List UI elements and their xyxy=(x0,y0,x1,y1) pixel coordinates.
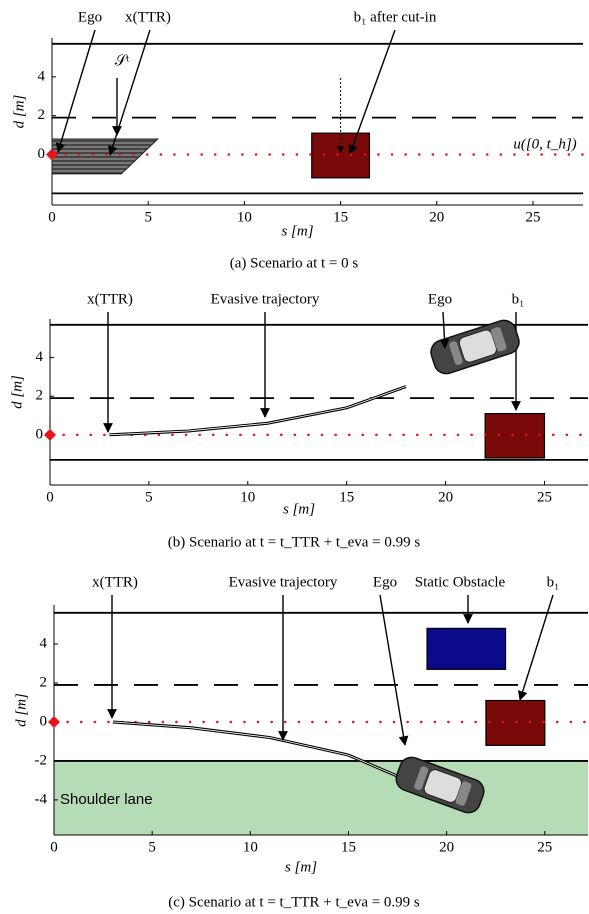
annotation: x(TTR) xyxy=(87,291,133,307)
x-tick-label: 20 xyxy=(439,839,454,855)
reachable-set xyxy=(51,138,160,175)
caption: (a) Scenario at t = 0 s xyxy=(230,255,359,271)
reference-start xyxy=(48,715,60,728)
ego-car xyxy=(395,756,485,814)
x-axis-label: s [m] xyxy=(281,223,313,239)
annotation: b₁ xyxy=(512,291,525,307)
x-tick-label: 25 xyxy=(525,209,540,225)
annotation-arrow xyxy=(55,29,96,153)
x-axis-label: s [m] xyxy=(285,859,317,875)
x-tick-label: 25 xyxy=(537,489,552,505)
car-roof xyxy=(423,769,463,803)
y-axis-label: d [m] xyxy=(11,94,27,128)
y-tick-label: 4 xyxy=(38,68,46,84)
y-tick-label: 0 xyxy=(38,146,46,162)
trajectory xyxy=(109,385,407,437)
y-tick-label: 0 xyxy=(40,713,48,729)
ego-car xyxy=(430,319,520,375)
annotation-arrow xyxy=(348,29,396,155)
y-tick-label: 2 xyxy=(38,107,46,123)
x-axis-label: s [m] xyxy=(283,501,315,517)
caption: (b) Scenario at t = t_TTR + t_eva = 0.99… xyxy=(168,534,421,550)
x-tick-label: 0 xyxy=(50,839,58,855)
x-tick-label: 0 xyxy=(48,209,56,225)
shoulder-lane xyxy=(54,760,588,835)
annotation: Shoulder lane xyxy=(60,791,153,808)
obstacle xyxy=(311,132,371,179)
x-tick-label: 20 xyxy=(438,489,453,505)
obstacle xyxy=(485,699,546,746)
trajectory-inner xyxy=(112,721,408,781)
annotation-arrow xyxy=(108,29,151,156)
y-tick-label: 2 xyxy=(40,674,48,690)
annotation: b₁ after cut-in xyxy=(354,9,437,25)
annotation: Ego xyxy=(78,9,102,25)
x-tick-label: 10 xyxy=(243,839,258,855)
annotation: x(TTR) xyxy=(92,574,138,590)
x-tick-label: 15 xyxy=(341,839,356,855)
annotation: x(TTR) xyxy=(125,9,171,25)
x-tick-label: 5 xyxy=(144,209,152,225)
annotation: Ego xyxy=(428,291,452,307)
y-axis-label: d [m] xyxy=(9,375,25,409)
annotation-arrow xyxy=(517,594,554,701)
annotation: Evasive trajectory xyxy=(211,291,320,307)
car-roof xyxy=(458,329,497,363)
car-window xyxy=(414,766,429,790)
annotation: Static Obstacle xyxy=(415,574,506,590)
x-tick-label: 5 xyxy=(148,839,156,855)
annotation: b₁ xyxy=(547,574,560,590)
x-tick-label: 15 xyxy=(339,489,354,505)
x-tick-label: 10 xyxy=(237,209,252,225)
x-tick-label: 10 xyxy=(240,489,255,505)
x-tick-label: 0 xyxy=(46,489,54,505)
y-tick-label: 4 xyxy=(36,349,44,365)
annotation: Ego xyxy=(373,574,397,590)
y-tick-label: 2 xyxy=(36,388,44,404)
y-tick-label: -2 xyxy=(35,752,48,768)
caption: (c) Scenario at t = t_TTR + t_eva = 0.99… xyxy=(168,894,420,910)
x-tick-label: 15 xyxy=(333,209,348,225)
annotation: u([0, t_h]) xyxy=(513,136,576,152)
car-window xyxy=(491,327,507,352)
y-tick-label: 0 xyxy=(36,426,44,442)
car-window xyxy=(455,781,472,806)
trajectory-inner xyxy=(109,386,407,436)
reference-start xyxy=(44,428,56,441)
x-tick-label: 5 xyxy=(145,489,153,505)
annotation-arrow xyxy=(379,594,409,746)
y-tick-label: 4 xyxy=(40,635,48,651)
annotation-arrow xyxy=(439,311,450,349)
x-tick-label: 25 xyxy=(537,839,552,855)
annotation: Evasive trajectory xyxy=(229,574,338,590)
obstacle xyxy=(426,627,507,670)
y-tick-label: -4 xyxy=(35,791,48,807)
x-tick-label: 20 xyxy=(429,209,444,225)
car-window xyxy=(449,341,463,366)
reference-start xyxy=(46,148,58,161)
annotation: 𝒮ᵗ xyxy=(115,53,130,69)
y-axis-label: d [m] xyxy=(13,693,29,727)
obstacle xyxy=(484,412,546,459)
